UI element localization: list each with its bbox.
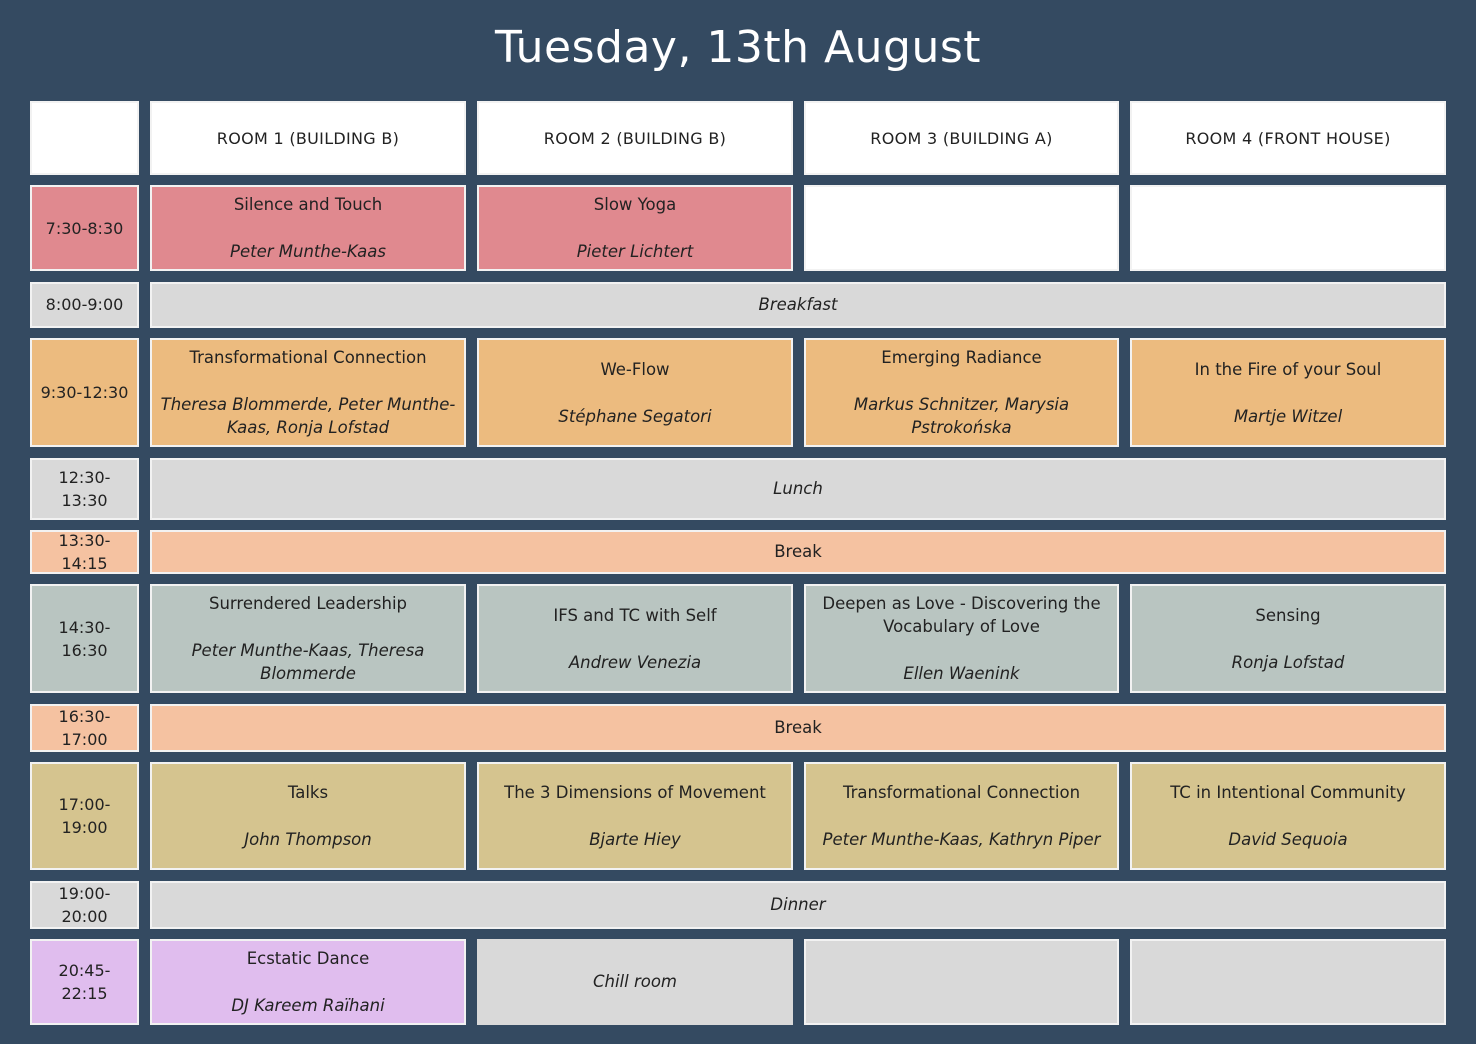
time-slot: 7:30-8:30 [30, 185, 139, 272]
empty-slot [1130, 938, 1446, 1025]
session-cell: In the Fire of your Soul Martje Witzel [1130, 338, 1446, 448]
schedule-grid: ROOM 1 (BUILDING B) ROOM 2 (BUILDING B) RO… [30, 101, 1446, 1025]
session-title: The 3 Dimensions of Movement [504, 783, 766, 803]
time-slot: 16:30-17:00 [30, 703, 139, 752]
empty-slot [1130, 185, 1446, 272]
time-slot: 13:30-14:15 [30, 529, 139, 574]
session-title: We-Flow [600, 359, 670, 379]
session-facilitators: Pieter Lichtert [576, 242, 694, 262]
span-event: Lunch [150, 457, 1446, 520]
session-facilitators: Ronja Lofstad [1231, 652, 1345, 672]
time-slot: 12:30-13:30 [30, 457, 139, 520]
session-cell: Transformational Connection Theresa Blomm… [150, 338, 466, 448]
time-slot: 14:30-16:30 [30, 584, 139, 694]
span-event-label: Lunch [773, 479, 823, 499]
session-facilitators: Ellen Waenink [903, 664, 1020, 684]
span-event-label: Breakfast [758, 295, 838, 315]
session-cell: Emerging Radiance Markus Schnitzer, Marys… [804, 338, 1119, 448]
session-cell: Transformational Connection Peter Munthe-… [804, 762, 1119, 871]
room-header: ROOM 3 (BUILDING A) [804, 101, 1119, 175]
room-header: ROOM 4 (FRONT HOUSE) [1130, 101, 1446, 175]
session-facilitators: Theresa Blommerde, Peter Munthe-Kaas, Ro… [160, 395, 456, 438]
header-corner [30, 101, 139, 175]
session-title: Transformational Connection [842, 783, 1081, 803]
session-title: IFS and TC with Self [553, 605, 717, 625]
session-title: Sensing [1255, 605, 1321, 625]
session-cell: Talks John Thompson [150, 762, 466, 871]
session-cell: Slow Yoga Pieter Lichtert [477, 185, 793, 272]
span-event: Break [150, 529, 1446, 574]
session-facilitators: Peter Munthe-Kaas, Theresa Blommerde [191, 641, 425, 684]
session-facilitators: Martje Witzel [1233, 406, 1343, 426]
page-title: Tuesday, 13th August [494, 22, 982, 73]
session-facilitators: DJ Kareem Raïhani [231, 995, 385, 1015]
session-facilitators: Bjarte Hiey [589, 830, 681, 850]
session-title: Surrendered Leadership [208, 594, 408, 614]
session-facilitators: Peter Munthe-Kaas [230, 242, 386, 262]
session-title: Deepen as Love - Discovering the Vocabul… [822, 594, 1101, 637]
time-slot: 9:30-12:30 [30, 338, 139, 448]
session-facilitators: Stéphane Segatori [558, 406, 712, 426]
session-facilitators: Markus Schnitzer, Marysia Pstrokońska [853, 395, 1070, 438]
room-header: ROOM 1 (BUILDING B) [150, 101, 466, 175]
session-title: Transformational Connection [189, 348, 427, 368]
session-cell: Ecstatic Dance DJ Kareem Raïhani [150, 938, 466, 1025]
span-event: Break [150, 703, 1446, 752]
session-title: Emerging Radiance [881, 348, 1042, 368]
session-title: Silence and Touch [233, 195, 383, 215]
time-slot: 20:45-22:15 [30, 938, 139, 1025]
session-cell: The 3 Dimensions of Movement Bjarte Hiey [477, 762, 793, 871]
session-cell: Surrendered Leadership Peter Munthe-Kaas,… [150, 584, 466, 694]
session-cell: We-Flow Stéphane Segatori [477, 338, 793, 448]
session-cell: Sensing Ronja Lofstad [1130, 584, 1446, 694]
empty-slot [804, 938, 1119, 1025]
session-cell: Deepen as Love - Discovering the Vocabul… [804, 584, 1119, 694]
session-title: In the Fire of your Soul [1194, 359, 1382, 379]
session-cell: Chill room [477, 938, 793, 1025]
time-slot: 17:00-19:00 [30, 762, 139, 871]
span-event-label: Dinner [770, 895, 826, 915]
session-title: Talks [287, 783, 329, 803]
span-event-label: Break [774, 542, 822, 562]
session-facilitators: Peter Munthe-Kaas, Kathryn Piper [822, 830, 1101, 850]
session-cell: TC in Intentional Community David Sequoia [1130, 762, 1446, 871]
session-title: Ecstatic Dance [246, 948, 370, 968]
session-facilitators: Andrew Venezia [568, 652, 702, 672]
session-title: Slow Yoga [593, 195, 677, 215]
session-facilitators: Chill room [592, 972, 678, 992]
span-event: Breakfast [150, 281, 1446, 328]
time-slot: 19:00-20:00 [30, 880, 139, 929]
session-cell: IFS and TC with Self Andrew Venezia [477, 584, 793, 694]
session-cell: Silence and Touch Peter Munthe-Kaas [150, 185, 466, 272]
span-event-label: Break [774, 718, 822, 738]
empty-slot [804, 185, 1119, 272]
span-event: Dinner [150, 880, 1446, 929]
session-title: TC in Intentional Community [1170, 783, 1406, 803]
time-slot: 8:00-9:00 [30, 281, 139, 328]
session-facilitators: David Sequoia [1228, 830, 1348, 850]
session-facilitators: John Thompson [244, 830, 372, 850]
room-header: ROOM 2 (BUILDING B) [477, 101, 793, 175]
